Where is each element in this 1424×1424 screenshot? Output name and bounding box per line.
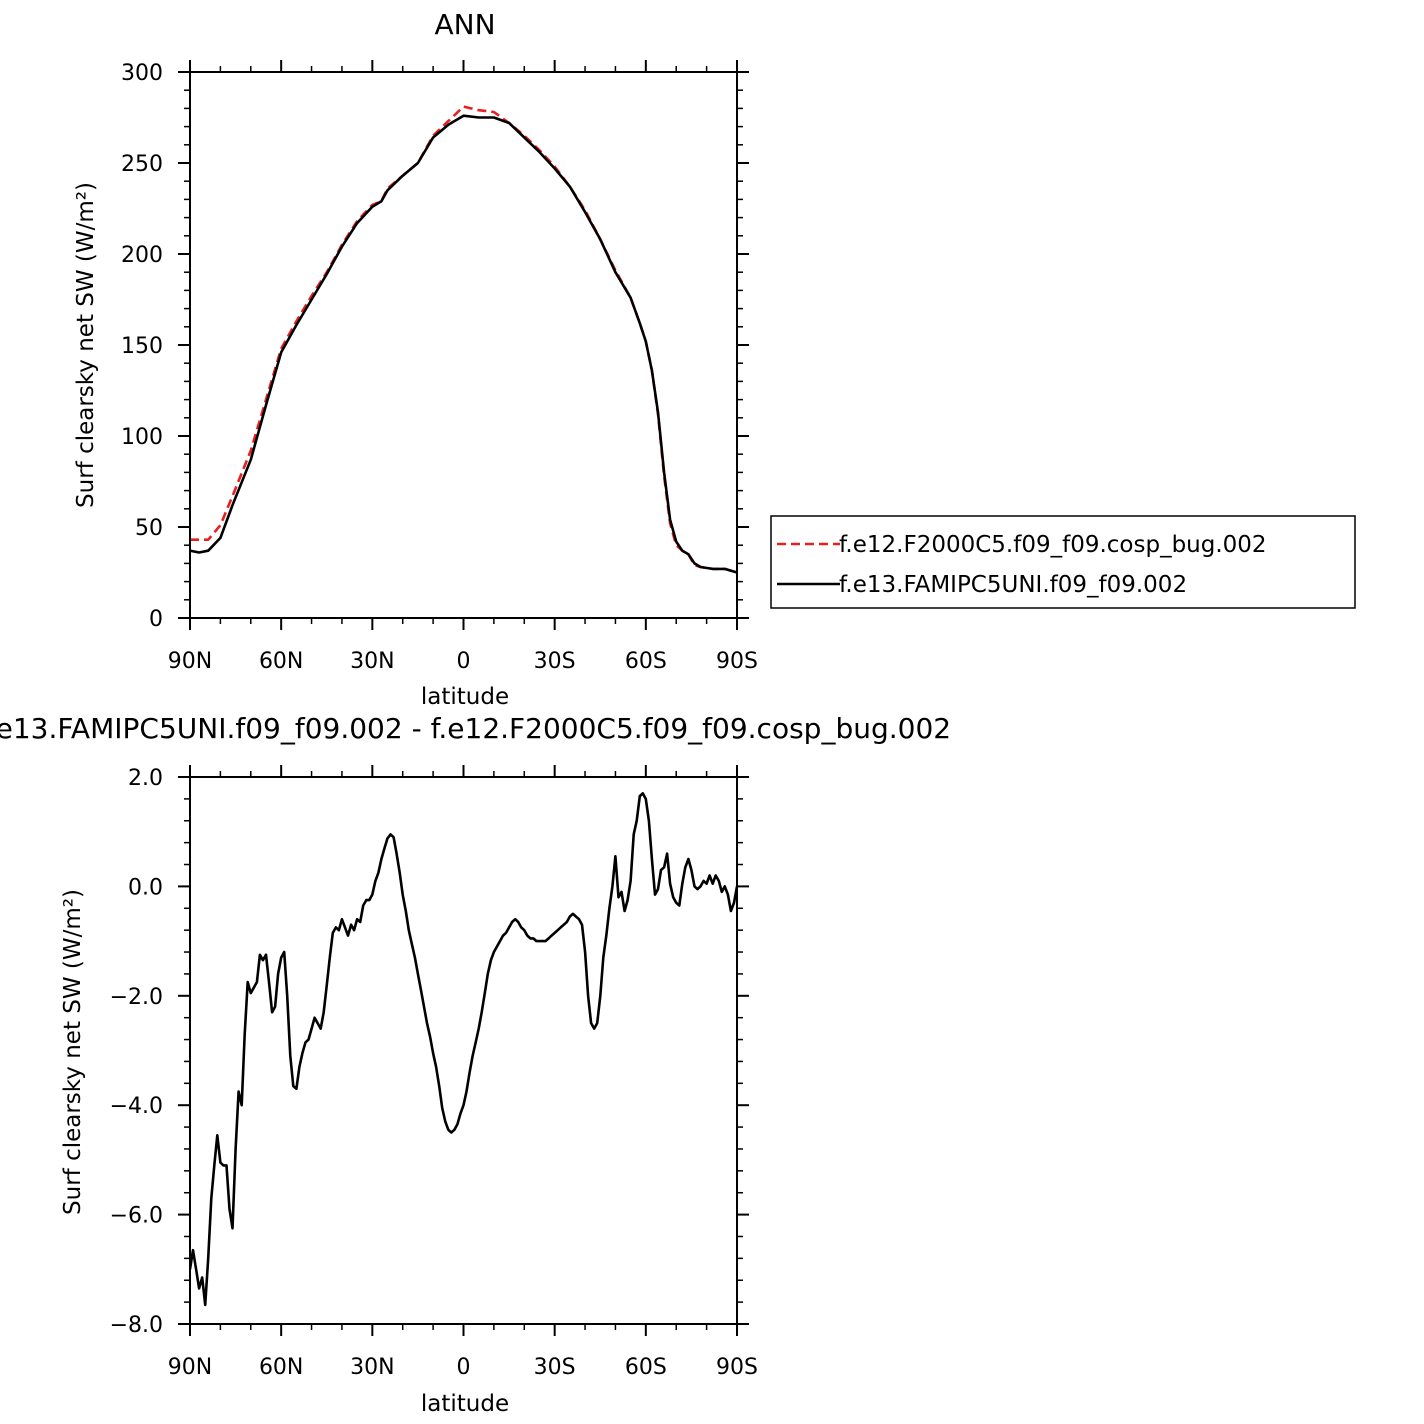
top-x-tick-label: 30S [534,649,576,674]
top-y-tick-label: 0 [149,607,163,632]
legend-label-case1: f.e12.F2000C5.f09_f09.cosp_bug.002 [839,532,1267,558]
bottom-y-tick-label: 0.0 [128,875,163,900]
bottom-x-tick-label: 60N [259,1355,303,1380]
bottom-x-tick-label: 90S [716,1355,758,1380]
top-y-axis-label: Surf clearsky net SW (W/m²) [73,182,99,508]
top-y-tick-label: 50 [135,516,163,541]
bottom-panel: f.e13.FAMIPC5UNI.f09_f09.002 - f.e12.F20… [0,712,951,1417]
bottom-x-tick-label: 0 [457,1355,471,1380]
bottom-panel-title: f.e13.FAMIPC5UNI.f09_f09.002 - f.e12.F20… [0,712,951,745]
bottom-plot-area: 90N 60N 30N 0 30S 60S 90S −8.0 −6.0 −4.0 −2.0 0.0 2.… [110,765,758,1380]
top-plot-area: 90N 60N 30N 0 30S 60S 90S 0 50 100 150 200 250 300 [121,60,758,674]
legend-label-case2: f.e13.FAMIPC5UNI.f09_f09.002 [839,572,1187,598]
top-panel: ANN 90N 60N 30N 0 30S 60S 90S 0 50 100 150 200 250 30… [73,8,1356,710]
bottom-y-tick-label: −2.0 [110,985,163,1010]
top-y-tick-label: 200 [121,243,163,268]
top-x-axis-label: latitude [421,684,509,710]
top-x-tick-label: 0 [457,649,471,674]
bottom-x-tick-label: 90N [168,1355,212,1380]
bottom-x-tick-label: 60S [625,1355,667,1380]
top-y-tick-label: 250 [121,152,163,177]
top-y-tick-label: 300 [121,61,163,86]
bottom-x-tick-label: 30N [350,1355,394,1380]
top-x-tick-label: 60S [625,649,667,674]
top-x-tick-label: 90N [168,649,212,674]
top-panel-title: ANN [434,8,495,41]
top-series-line-1 [190,114,737,574]
top-x-tick-label: 90S [716,649,758,674]
top-y-tick-label: 150 [121,334,163,359]
bottom-y-axis-label: Surf clearsky net SW (W/m²) [60,889,86,1215]
top-y-tick-label: 100 [121,425,163,450]
top-x-tick-label: 60N [259,649,303,674]
bottom-y-tick-label: 2.0 [128,766,163,791]
bottom-y-tick-label: −4.0 [110,1094,163,1119]
bottom-x-tick-label: 30S [534,1355,576,1380]
bottom-x-axis-label: latitude [421,1391,509,1417]
legend-box [770,515,1356,609]
bottom-y-tick-label: −6.0 [110,1204,163,1229]
bottom-y-tick-label: −8.0 [110,1313,163,1338]
legend: f.e12.F2000C5.f09_f09.cosp_bug.002 f.e13… [770,515,1356,609]
bottom-series-line-0 [190,792,737,1307]
top-x-tick-label: 30N [350,649,394,674]
